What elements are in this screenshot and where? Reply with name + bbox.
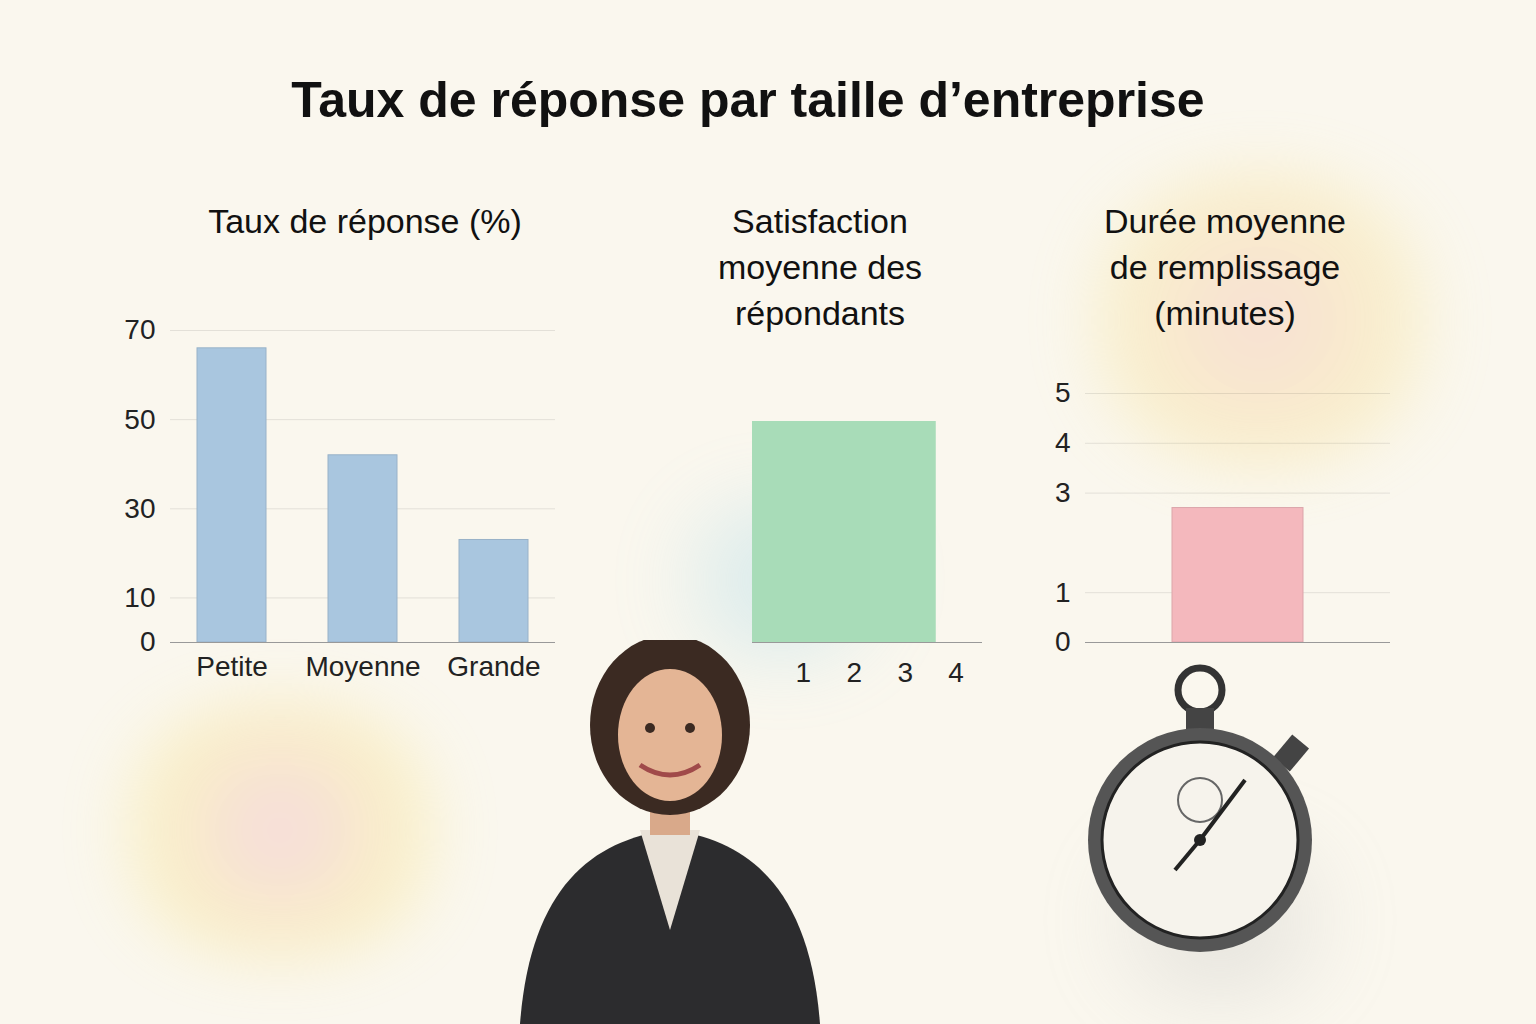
svg-text:1: 1 (796, 657, 812, 688)
svg-text:70: 70 (124, 314, 155, 345)
svg-text:10: 10 (124, 582, 155, 613)
html-text:Taux de réponse (%): Taux de réponse (%) (208, 202, 522, 240)
svg-text:50: 50 (124, 404, 155, 435)
svg-text:2: 2 (846, 657, 862, 688)
svg-text:Moyenne: Moyenne (305, 651, 420, 682)
svg-text:0: 0 (1055, 626, 1071, 657)
html-text:Satisfaction moyenne des répon: Satisfaction moyenne des répondants (717, 202, 923, 332)
svg-text:Petite: Petite (196, 651, 268, 682)
svg-text:1: 1 (1055, 577, 1071, 608)
svg-text:3: 3 (1055, 477, 1071, 508)
html-text:Durée moyenne de remplissage (: Durée moyenne de remplissage (minutes) (1104, 202, 1346, 332)
svg-text:4: 4 (1055, 427, 1071, 458)
html-text:Taux de réponse par taille d’e: Taux de réponse par taille d’entreprise (291, 72, 1205, 128)
svg-text:30: 30 (124, 493, 155, 524)
svg-text:3: 3 (897, 657, 913, 688)
svg-text:0: 0 (140, 626, 156, 657)
svg-text:Grande: Grande (447, 651, 540, 682)
svg-text:5: 5 (1055, 377, 1071, 408)
svg-text:4: 4 (948, 657, 964, 688)
